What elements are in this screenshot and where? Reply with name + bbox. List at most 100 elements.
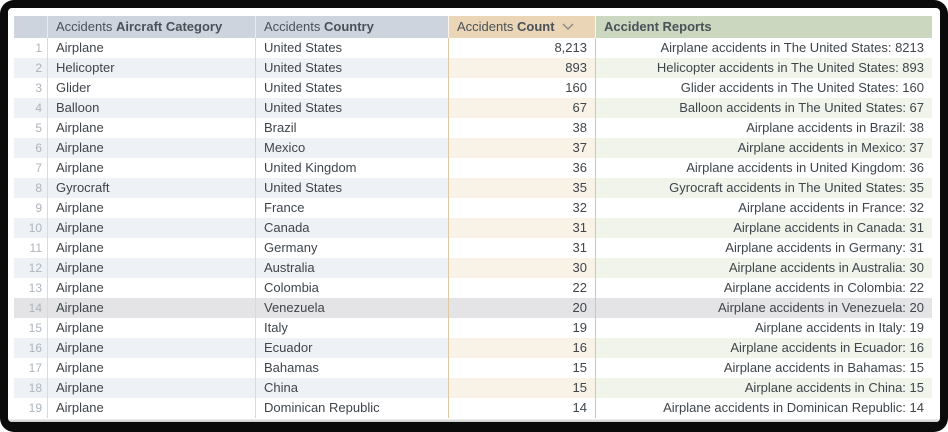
cell-country[interactable]: Ecuador [255,338,448,358]
table-row[interactable]: 5 Airplane Brazil 38 Airplane accidents … [14,118,932,138]
cell-count[interactable]: 35 [448,178,595,198]
cell-aircraft-category[interactable]: Airplane [47,298,255,318]
cell-accident-report[interactable]: Balloon accidents in The United States: … [595,98,932,118]
table-row[interactable]: 2 Helicopter United States 893 Helicopte… [14,58,932,78]
header-aircraft-category[interactable]: Accidents Aircraft Category [47,16,255,38]
table-row[interactable]: 1 Airplane United States 8,213 Airplane … [14,38,932,58]
cell-aircraft-category[interactable]: Balloon [47,98,255,118]
cell-country[interactable]: United States [255,78,448,98]
cell-country[interactable]: Germany [255,238,448,258]
cell-country[interactable]: France [255,198,448,218]
table-row[interactable]: 8 Gyrocraft United States 35 Gyrocraft a… [14,178,932,198]
cell-accident-report[interactable]: Airplane accidents in Bahamas: 15 [595,358,932,378]
cell-accident-report[interactable]: Airplane accidents in United Kingdom: 36 [595,158,932,178]
cell-aircraft-category[interactable]: Helicopter [47,58,255,78]
cell-aircraft-category[interactable]: Airplane [47,38,255,58]
cell-accident-report[interactable]: Glider accidents in The United States: 1… [595,78,932,98]
cell-count[interactable]: 30 [448,258,595,278]
cell-count[interactable]: 31 [448,238,595,258]
table-row[interactable]: 14 Airplane Venezuela 20 Airplane accide… [14,298,932,318]
cell-country[interactable]: Brazil [255,118,448,138]
cell-count[interactable]: 8,213 [448,38,595,58]
cell-accident-report[interactable]: Airplane accidents in China: 15 [595,378,932,398]
cell-accident-report[interactable]: Airplane accidents in Colombia: 22 [595,278,932,298]
cell-count[interactable]: 32 [448,198,595,218]
cell-country[interactable]: Dominican Republic [255,398,448,418]
cell-aircraft-category[interactable]: Airplane [47,338,255,358]
cell-aircraft-category[interactable]: Airplane [47,318,255,338]
table-row[interactable]: 17 Airplane Bahamas 15 Airplane accident… [14,358,932,378]
cell-accident-report[interactable]: Airplane accidents in Ecuador: 16 [595,338,932,358]
cell-accident-report[interactable]: Airplane accidents in France: 32 [595,198,932,218]
header-accident-reports[interactable]: Accident Reports [595,16,932,38]
table-row[interactable]: 7 Airplane United Kingdom 36 Airplane ac… [14,158,932,178]
cell-count[interactable]: 38 [448,118,595,138]
cell-count[interactable]: 37 [448,138,595,158]
table-row[interactable]: 12 Airplane Australia 30 Airplane accide… [14,258,932,278]
cell-country[interactable]: Canada [255,218,448,238]
table-row[interactable]: 4 Balloon United States 67 Balloon accid… [14,98,932,118]
cell-count[interactable]: 67 [448,98,595,118]
cell-accident-report[interactable]: Airplane accidents in Dominican Republic… [595,398,932,418]
table-row[interactable]: 9 Airplane France 32 Airplane accidents … [14,198,932,218]
cell-accident-report[interactable]: Helicopter accidents in The United State… [595,58,932,78]
cell-count[interactable]: 15 [448,378,595,398]
cell-aircraft-category[interactable]: Airplane [47,198,255,218]
cell-accident-report[interactable]: Gyrocraft accidents in The United States… [595,178,932,198]
cell-aircraft-category[interactable]: Glider [47,78,255,98]
table-row[interactable]: 19 Airplane Dominican Republic 14 Airpla… [14,398,932,418]
cell-count[interactable]: 20 [448,298,595,318]
table-row[interactable]: 13 Airplane Colombia 22 Airplane acciden… [14,278,932,298]
cell-count[interactable]: 36 [448,158,595,178]
cell-aircraft-category[interactable]: Airplane [47,238,255,258]
cell-accident-report[interactable]: Airplane accidents in Germany: 31 [595,238,932,258]
cell-country[interactable]: United States [255,178,448,198]
table-row[interactable]: 3 Glider United States 160 Glider accide… [14,78,932,98]
cell-count[interactable]: 160 [448,78,595,98]
cell-country[interactable]: United Kingdom [255,158,448,178]
cell-country[interactable]: Mexico [255,138,448,158]
cell-country[interactable]: United States [255,38,448,58]
cell-country[interactable]: Australia [255,258,448,278]
table-row[interactable]: 10 Airplane Canada 31 Airplane accidents… [14,218,932,238]
cell-country[interactable]: Colombia [255,278,448,298]
cell-count[interactable]: 15 [448,358,595,378]
header-count-sorted[interactable]: Accidents Count [448,16,595,38]
table-row[interactable]: 16 Airplane Ecuador 16 Airplane accident… [14,338,932,358]
header-country[interactable]: Accidents Country [255,16,448,38]
cell-count[interactable]: 14 [448,398,595,418]
cell-count[interactable]: 19 [448,318,595,338]
cell-aircraft-category[interactable]: Airplane [47,398,255,418]
cell-aircraft-category[interactable]: Airplane [47,158,255,178]
table-row[interactable]: 18 Airplane China 15 Airplane accidents … [14,378,932,398]
cell-country[interactable]: China [255,378,448,398]
cell-aircraft-category[interactable]: Airplane [47,118,255,138]
cell-aircraft-category[interactable]: Airplane [47,378,255,398]
sort-descending-chevron-down-icon[interactable] [562,23,574,30]
cell-accident-report[interactable]: Airplane accidents in Canada: 31 [595,218,932,238]
cell-aircraft-category[interactable]: Airplane [47,258,255,278]
table-row[interactable]: 15 Airplane Italy 19 Airplane accidents … [14,318,932,338]
cell-country[interactable]: Venezuela [255,298,448,318]
horizontal-scrollbar-track[interactable] [8,419,940,422]
cell-country[interactable]: United States [255,58,448,78]
cell-count[interactable]: 22 [448,278,595,298]
cell-accident-report[interactable]: Airplane accidents in Italy: 19 [595,318,932,338]
cell-aircraft-category[interactable]: Airplane [47,278,255,298]
cell-count[interactable]: 16 [448,338,595,358]
cell-accident-report[interactable]: Airplane accidents in The United States:… [595,38,932,58]
cell-aircraft-category[interactable]: Airplane [47,138,255,158]
cell-accident-report[interactable]: Airplane accidents in Venezuela: 20 [595,298,932,318]
cell-accident-report[interactable]: Airplane accidents in Brazil: 38 [595,118,932,138]
table-row[interactable]: 11 Airplane Germany 31 Airplane accident… [14,238,932,258]
cell-aircraft-category[interactable]: Airplane [47,358,255,378]
cell-count[interactable]: 893 [448,58,595,78]
cell-country[interactable]: United States [255,98,448,118]
cell-count[interactable]: 31 [448,218,595,238]
cell-country[interactable]: Italy [255,318,448,338]
cell-country[interactable]: Bahamas [255,358,448,378]
cell-accident-report[interactable]: Airplane accidents in Mexico: 37 [595,138,932,158]
table-row[interactable]: 6 Airplane Mexico 37 Airplane accidents … [14,138,932,158]
cell-aircraft-category[interactable]: Airplane [47,218,255,238]
cell-aircraft-category[interactable]: Gyrocraft [47,178,255,198]
